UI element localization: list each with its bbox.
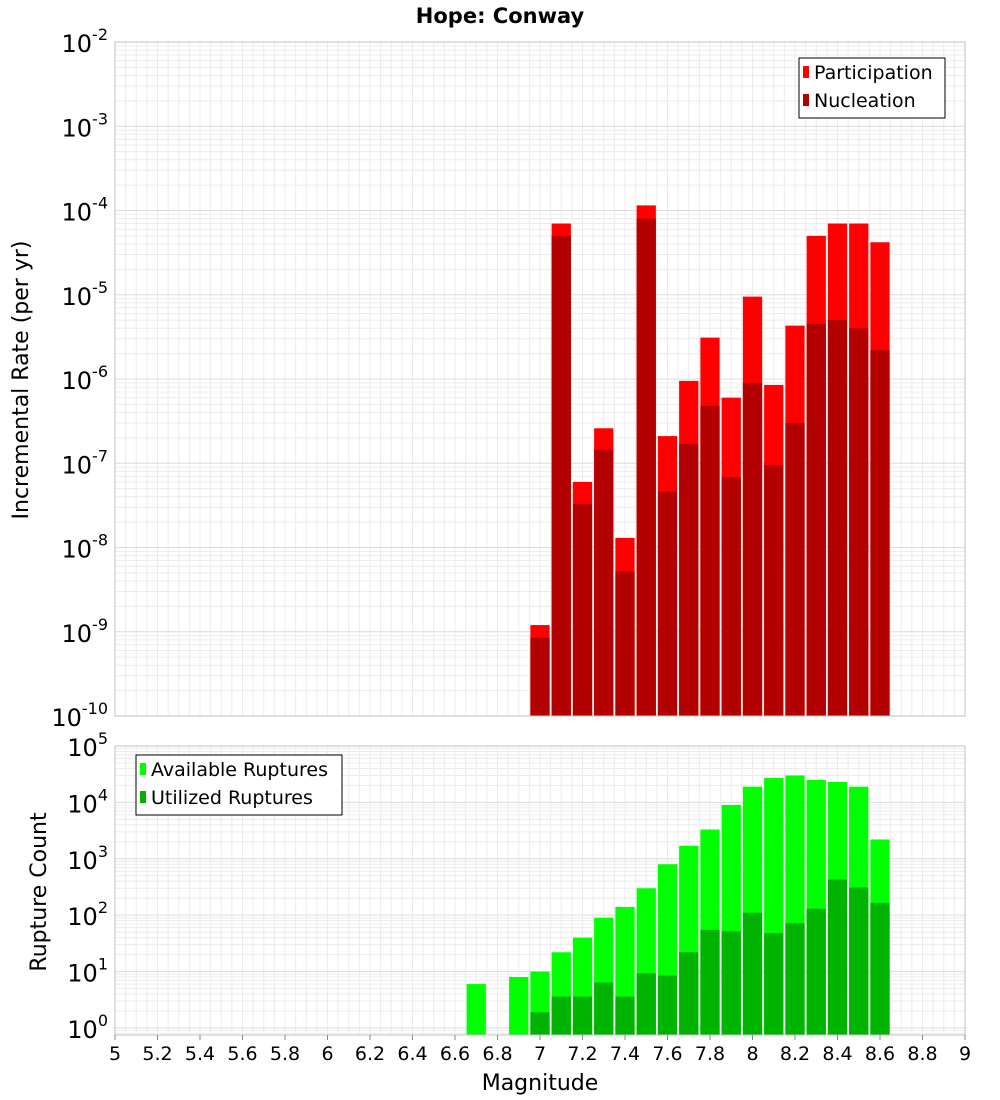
bottom-y-axis-label: Rupture Count — [27, 812, 52, 972]
bottom-y-ticks: 100 101 102 103 104 105 — [67, 729, 108, 1044]
top-bar-s2 — [615, 571, 635, 716]
top-legend-swatch — [803, 66, 809, 78]
x-tick-label: 7.8 — [695, 1043, 725, 1065]
top-bar-s2 — [827, 320, 848, 716]
top-legend-box — [798, 57, 946, 119]
top-y-axis-label: Incremental Rate (per yr) — [9, 241, 34, 520]
x-tick-label: 5.8 — [270, 1043, 300, 1065]
top-bar-s2 — [530, 637, 550, 716]
top-bar-s2 — [849, 328, 869, 716]
x-tick-label: 9 — [959, 1043, 971, 1065]
bottom-legend: Available Ruptures Utilized Ruptures — [135, 754, 343, 816]
bottom-bar-s2 — [530, 1012, 550, 1035]
chart-title: Hope: Conway — [416, 4, 585, 28]
bottom-bar-s2 — [615, 996, 635, 1035]
bottom-bar-s1 — [509, 977, 529, 1035]
x-tick-label: 6.4 — [397, 1043, 427, 1065]
bottom-y-tick-label: 100 — [67, 1011, 108, 1044]
bottom-y-tick-label: 105 — [67, 729, 108, 762]
bottom-y-tick-label: 104 — [67, 785, 108, 818]
bottom-y-tick-label: 103 — [67, 842, 108, 875]
bottom-bar-s2 — [657, 975, 678, 1035]
x-tick-label: 5.2 — [142, 1043, 172, 1065]
bottom-legend-box — [135, 754, 343, 816]
x-tick-label: 7.4 — [610, 1043, 640, 1065]
x-tick-label: 5 — [109, 1043, 121, 1065]
top-grid — [114, 42, 966, 717]
top-legend-label: Nucleation — [814, 90, 916, 112]
x-tick-label: 6.8 — [482, 1043, 512, 1065]
top-y-tick-label: 10-2 — [62, 25, 109, 58]
x-tick-label: 6.2 — [355, 1043, 385, 1065]
top-y-tick-label: 10-10 — [51, 699, 108, 732]
x-tick-label: 8 — [746, 1043, 758, 1065]
bottom-bar-s2 — [827, 879, 848, 1035]
x-tick-label: 7.6 — [652, 1043, 682, 1065]
x-tick-label: 5.6 — [227, 1043, 257, 1065]
bottom-bar-s2 — [636, 973, 656, 1035]
top-y-tick-label: 10-3 — [62, 109, 109, 142]
bottom-bar-s2 — [551, 996, 571, 1035]
top-y-tick-label: 10-8 — [62, 531, 109, 564]
top-y-tick-label: 10-5 — [62, 278, 109, 311]
top-y-ticks: 10-10 10-9 10-8 10-7 10-6 10-5 10-4 10-3 10-2 — [51, 25, 108, 732]
x-ticks: 5 5.2 5.4 5.6 5.8 6 6.2 6.4 6.6 6.8 7 7.2 7.4 7.6 7.8 8… — [109, 1035, 971, 1065]
top-bar-s2 — [679, 443, 699, 716]
top-bar-s2 — [721, 477, 741, 716]
top-bar-s2 — [870, 350, 890, 716]
top-legend: Participation Nucleation — [798, 57, 946, 119]
bottom-bar-s2 — [742, 912, 763, 1035]
top-bar-s2 — [551, 235, 571, 717]
bottom-bar-s2 — [721, 931, 741, 1035]
x-tick-label: 8.6 — [865, 1043, 895, 1065]
bottom-bar-s2 — [849, 887, 869, 1035]
x-tick-label: 6.6 — [440, 1043, 470, 1065]
top-legend-label: Participation — [814, 62, 933, 84]
top-bar-s2 — [700, 405, 720, 716]
bottom-bar-s1 — [466, 984, 486, 1035]
top-bar-s2 — [572, 503, 593, 716]
x-tick-label: 8.8 — [907, 1043, 937, 1065]
top-bar-s2 — [594, 449, 614, 716]
top-bar-s2 — [636, 218, 656, 716]
bottom-legend-swatch — [140, 763, 146, 775]
bottom-bar-s2 — [700, 929, 720, 1035]
bottom-legend-label: Utilized Ruptures — [151, 787, 313, 809]
bottom-bars — [466, 775, 890, 1035]
top-bar-s2 — [764, 465, 784, 716]
x-tick-label: 7.2 — [567, 1043, 597, 1065]
top-y-tick-label: 10-7 — [62, 446, 109, 479]
bottom-y-tick-label: 101 — [67, 955, 108, 988]
bottom-bar-s2 — [870, 902, 890, 1035]
bottom-bar-s2 — [785, 923, 805, 1035]
top-legend-swatch — [803, 94, 809, 106]
top-bars — [530, 205, 890, 717]
top-y-tick-label: 10-6 — [62, 362, 109, 395]
x-tick-label: 7 — [534, 1043, 546, 1065]
top-bar-s2 — [742, 382, 763, 716]
bottom-legend-swatch — [140, 791, 146, 803]
top-bar-s2 — [806, 323, 826, 716]
top-plot-frame — [114, 41, 966, 717]
top-y-tick-label: 10-9 — [62, 615, 109, 648]
bottom-legend-label: Available Ruptures — [151, 759, 328, 781]
x-tick-label: 8.2 — [780, 1043, 810, 1065]
top-bar-s2 — [785, 423, 805, 716]
top-bar-s2 — [657, 491, 678, 716]
bottom-bar-s2 — [679, 952, 699, 1035]
bottom-y-tick-label: 102 — [67, 898, 108, 931]
x-tick-label: 6 — [321, 1043, 333, 1065]
x-tick-label: 8.4 — [822, 1043, 852, 1065]
bottom-bar-s2 — [572, 996, 593, 1035]
bottom-bar-s2 — [764, 933, 784, 1035]
bottom-bar-s2 — [806, 908, 826, 1035]
x-tick-label: 5.4 — [185, 1043, 215, 1065]
x-axis-label: Magnitude — [482, 1071, 599, 1096]
bottom-bar-s2 — [594, 982, 614, 1035]
top-y-tick-label: 10-4 — [62, 194, 109, 227]
